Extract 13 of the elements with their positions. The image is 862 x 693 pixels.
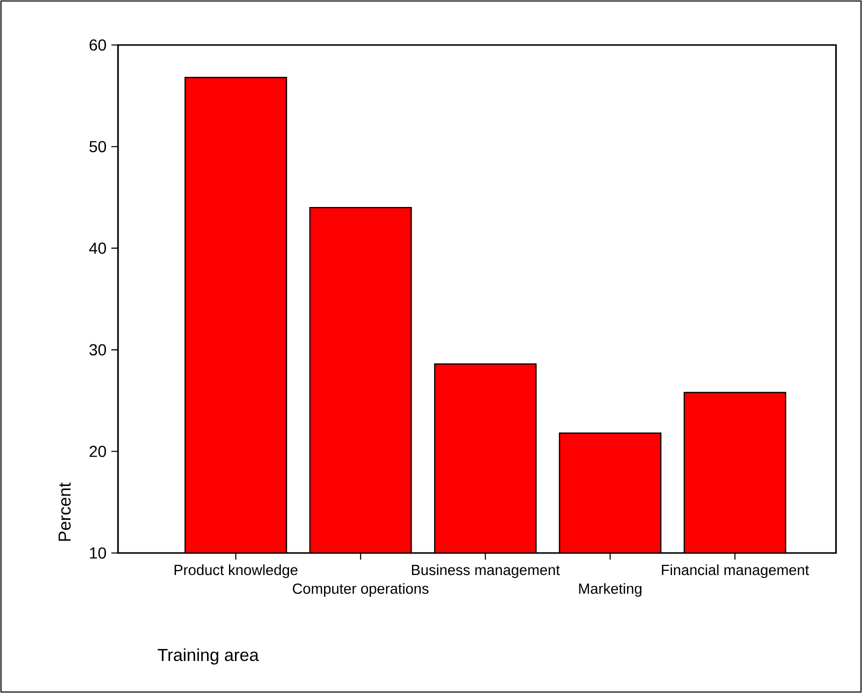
x-tick-label: Financial management	[662, 564, 809, 578]
x-tick-label: Marketing	[579, 583, 642, 597]
x-axis-title: Training area	[158, 648, 259, 665]
x-tick-label: Business management	[412, 564, 560, 578]
y-tick-label: 60	[90, 39, 106, 51]
y-tick-label: 40	[89, 242, 106, 254]
y-tick-label: 10	[90, 547, 106, 559]
y-axis-title: Percent	[58, 482, 71, 541]
y-tick-label: 20	[90, 446, 106, 458]
x-tick-label: Product knowledge	[174, 564, 298, 578]
x-tick-label: Computer operations	[292, 583, 428, 597]
y-tick-label: 30	[89, 344, 106, 356]
y-tick-label: 50	[89, 140, 106, 152]
